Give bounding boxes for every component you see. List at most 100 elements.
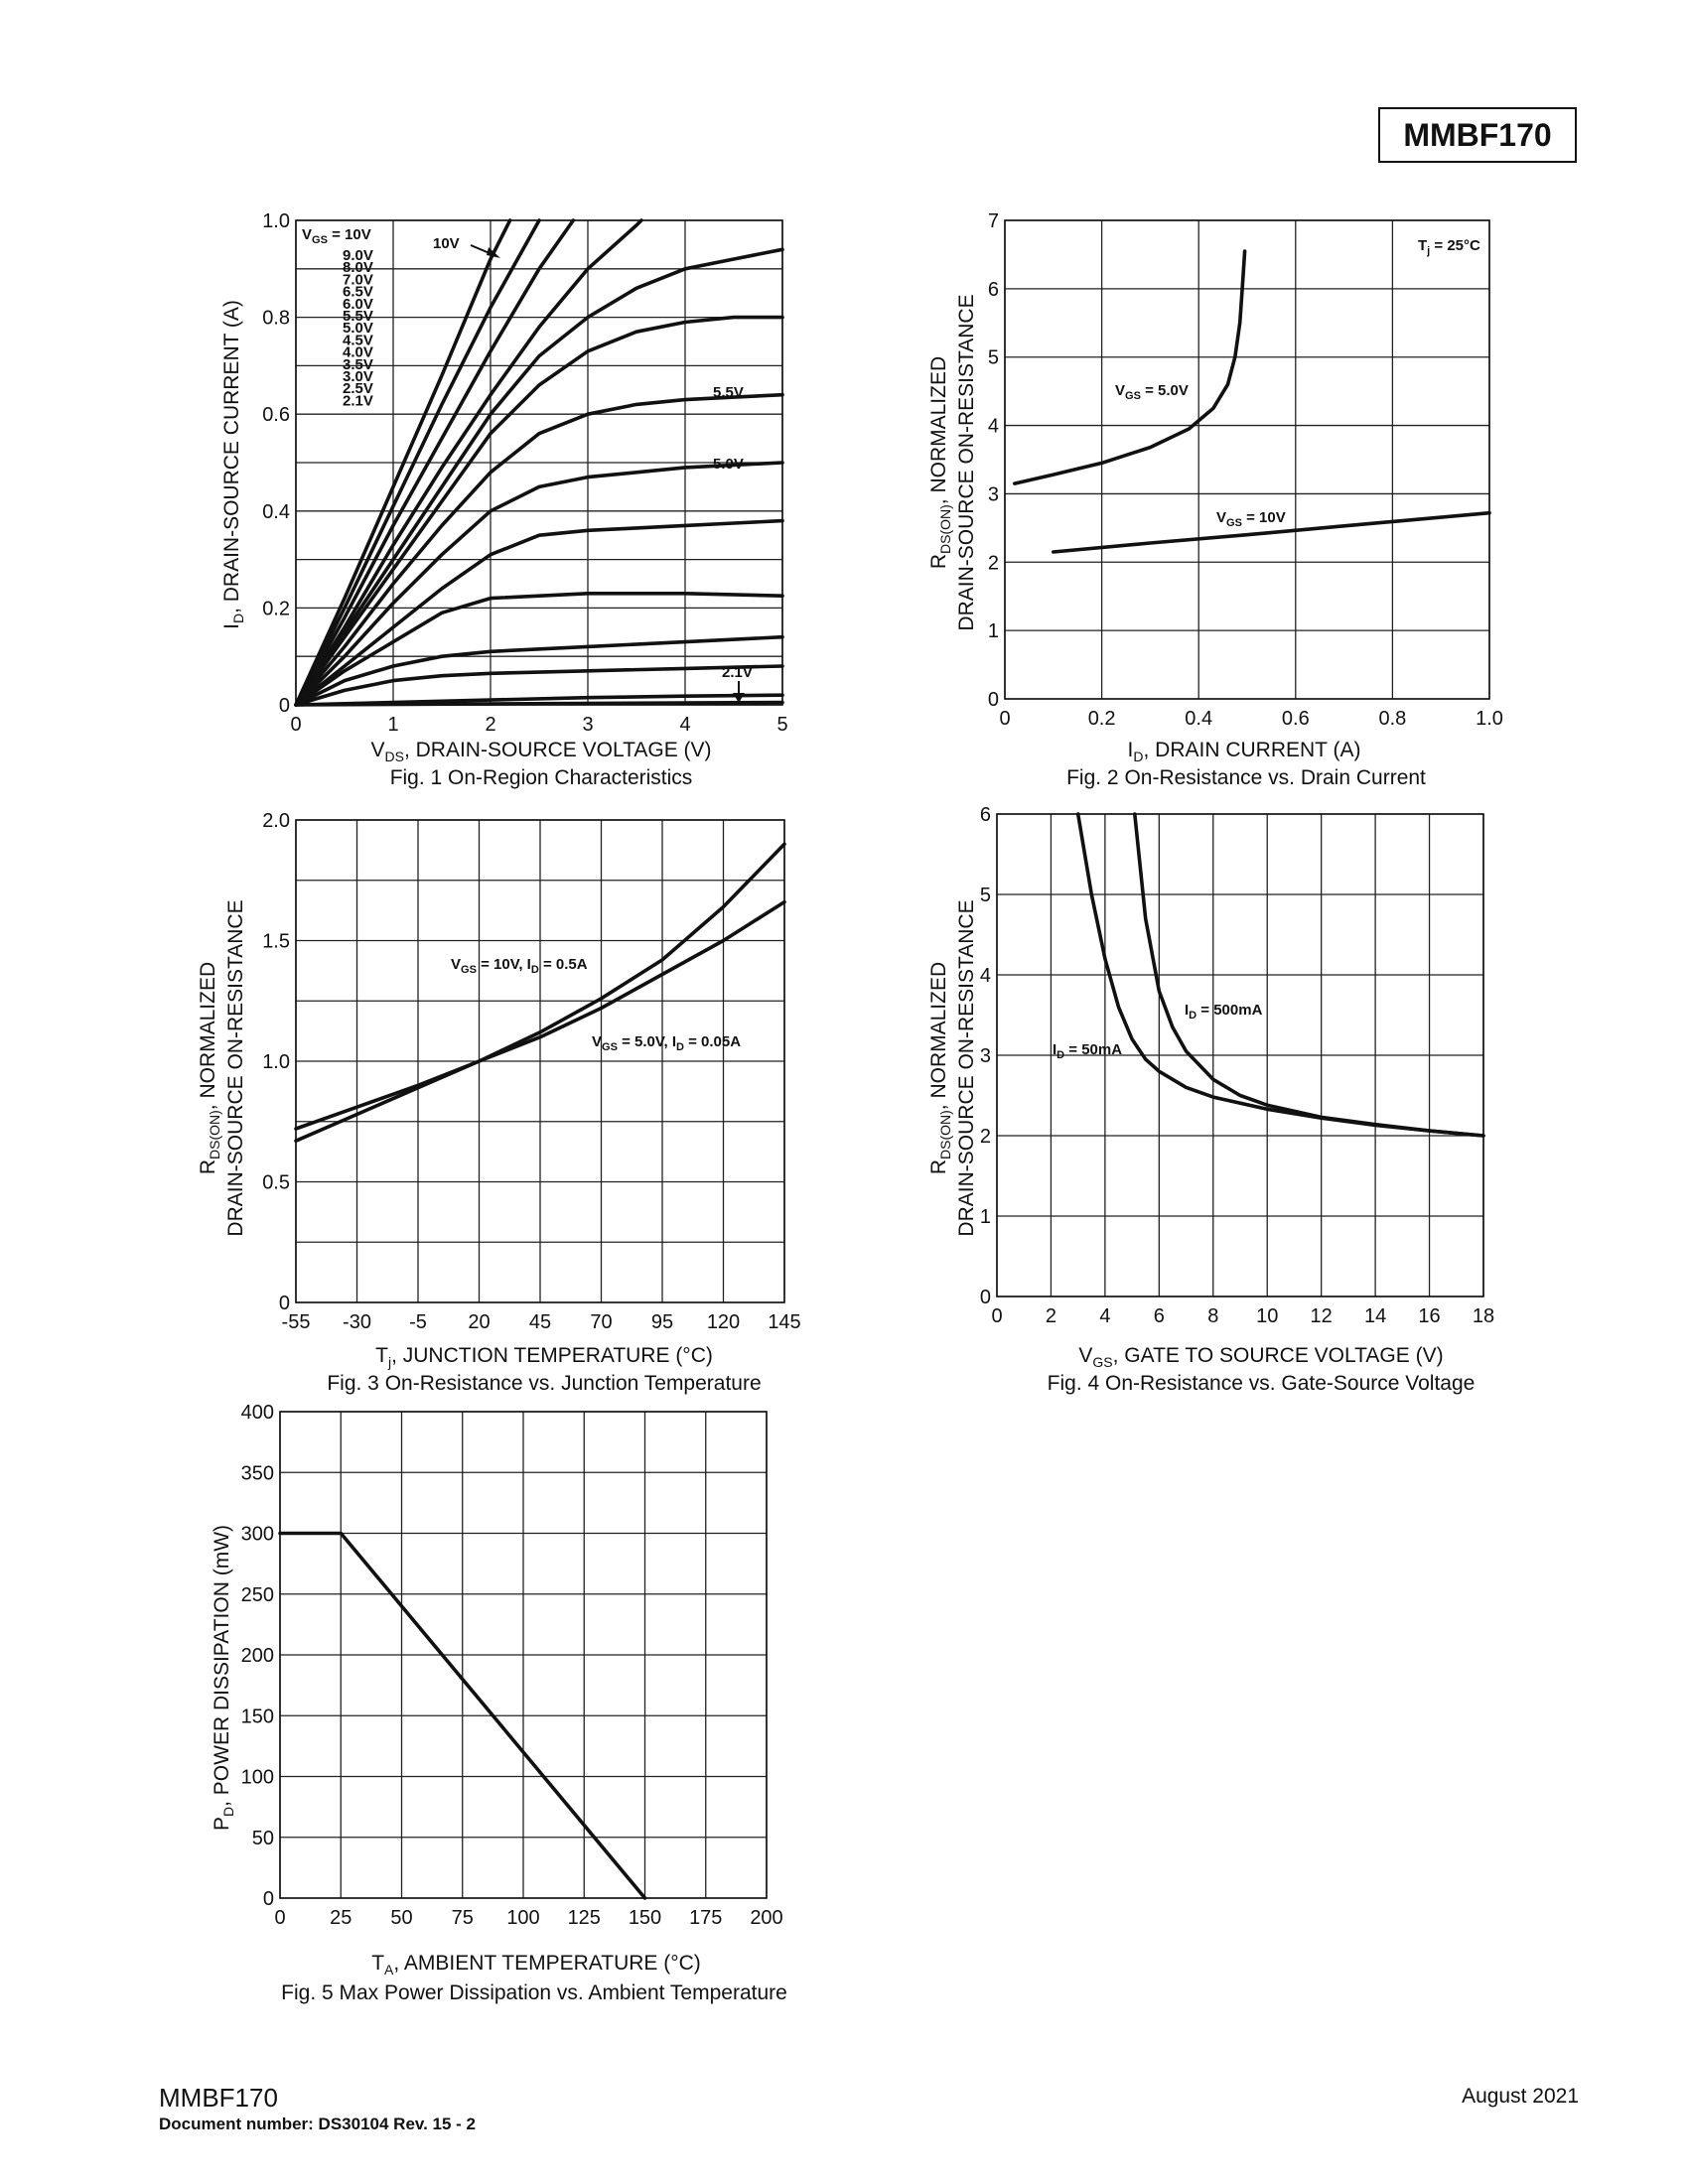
fig1-series-2-1v: [294, 700, 784, 707]
fig2-xtick: 0: [999, 708, 1010, 730]
fig1-ytick: 0.6: [262, 404, 290, 426]
fig2-series-vgs-5-0v: [1013, 249, 1247, 485]
fig1-vgs-list-item: 6.0V: [343, 296, 373, 313]
fig4-ylabel-line1: RDS(ON), NORMALIZED: [927, 962, 953, 1174]
fig2-plot-frame: [1004, 219, 1490, 700]
footer-date: August 2021: [1462, 2085, 1579, 2108]
footer-part-number: MMBF170: [159, 2083, 278, 2113]
fig1-vgs-list-item: 2.5V: [343, 380, 373, 397]
fig3-xtick: 145: [768, 1311, 800, 1333]
fig1-callout-21v: 2.1V: [722, 664, 753, 681]
fig1-series-4-0v: [294, 592, 784, 707]
fig2-xtick: 0.4: [1185, 708, 1212, 730]
fig5-ytick: 50: [252, 1828, 274, 1849]
fig3-ytick: 2.0: [262, 810, 290, 832]
fig1-vgs-list-item: 6.5V: [343, 284, 373, 301]
fig1-series-8-0v: [294, 218, 576, 707]
fig3-ytick: 1.5: [262, 931, 290, 953]
fig2-xtick: 0.8: [1378, 708, 1406, 730]
fig4-ylabel-line2: DRAIN-SOURCE ON-RESISTANCE: [955, 899, 978, 1236]
fig2-ytick: 0: [988, 689, 999, 711]
fig3-ylabel-line2: DRAIN-SOURCE ON-RESISTANCE: [224, 899, 247, 1236]
fig5-xtick: 125: [568, 1907, 601, 1929]
fig4-ytick: 3: [980, 1045, 991, 1067]
fig5-ylabel: PD, POWER DISSIPATION (mW): [211, 1525, 236, 1831]
fig4-xtick: 18: [1473, 1305, 1494, 1327]
fig3-xtick: -55: [282, 1311, 311, 1333]
fig2-ytick: 7: [988, 210, 999, 232]
fig4-ytick: 0: [980, 1287, 991, 1308]
fig1-series-3-5v: [294, 634, 784, 707]
fig4-ytick: 5: [980, 885, 991, 906]
fig5-ytick: 400: [241, 1402, 274, 1424]
footer-document-number: Document number: DS30104 Rev. 15 - 2: [159, 2115, 477, 2133]
fig3-xtick: 45: [529, 1311, 551, 1333]
fig3-ytick: 1.0: [262, 1051, 290, 1073]
fig1-xlabel: VDS, DRAIN-SOURCE VOLTAGE (V): [370, 739, 711, 764]
fig4-label-50ma: ID = 50mA: [1053, 1041, 1122, 1061]
fig1-xtick: 1: [387, 714, 398, 736]
fig5-xtick: 175: [689, 1907, 722, 1929]
part-number-box: MMBF170: [1378, 107, 1577, 163]
fig3-label-b: VGS = 5.0V, ID = 0.05A: [592, 1033, 741, 1053]
fig4-xtick: 14: [1364, 1305, 1386, 1327]
fig5-xtick: 100: [506, 1907, 539, 1929]
fig3-caption: Fig. 3 On-Resistance vs. Junction Temper…: [327, 1372, 761, 1395]
fig3-xtick: 95: [651, 1311, 673, 1333]
fig4-label-500ma: ID = 500mA: [1185, 1002, 1263, 1022]
fig5-xtick: 0: [274, 1907, 285, 1929]
fig4-xlabel: VGS, GATE TO SOURCE VOLTAGE (V): [1078, 1344, 1443, 1370]
fig1-vgs-label: VGS = 10V: [302, 226, 371, 246]
fig5-ytick: 100: [241, 1767, 274, 1789]
fig5-xtick: 25: [330, 1907, 352, 1929]
fig4-plot-frame: [996, 813, 1484, 1297]
fig3-ytick: 0: [279, 1293, 290, 1314]
fig1-xtick: 5: [776, 714, 787, 736]
fig3-xtick: -30: [343, 1311, 371, 1333]
fig5-ytick: 350: [241, 1462, 274, 1484]
fig1-callout-10v: 10V: [433, 235, 460, 252]
fig1-series-9-0v: [294, 218, 541, 707]
fig1-series-3-0v: [294, 664, 784, 707]
fig2-ytick: 2: [988, 552, 999, 574]
fig1-vgs-list-item: 5.0V: [343, 320, 373, 337]
fig4-xtick: 12: [1311, 1305, 1333, 1327]
fig1-arrowhead-21v: [733, 693, 745, 703]
fig1-caption: Fig. 1 On-Region Characteristics: [390, 766, 693, 789]
fig3-xtick: 120: [707, 1311, 740, 1333]
fig1-series-6-5v: [294, 247, 784, 707]
fig1-vgs-list: 9.0V8.0V7.0V6.5V6.0V5.5V5.0V4.5V4.0V3.5V…: [343, 247, 373, 409]
fig1-xtick: 2: [485, 714, 495, 736]
fig1-callout-50v: 5.0V: [713, 456, 744, 473]
fig2-ytick: 6: [988, 279, 999, 301]
fig2-series-vgs-10v: [1052, 510, 1491, 554]
fig1-vgs-list-item: 3.0V: [343, 368, 373, 385]
fig2-xtick: 1.0: [1476, 708, 1503, 730]
fig1-vgs-list-item: 4.0V: [343, 344, 373, 361]
fig3-xlabel: Tj, JUNCTION TEMPERATURE (°C): [375, 1344, 713, 1370]
fig2-ytick: 3: [988, 483, 999, 505]
fig4-ytick: 2: [980, 1126, 991, 1148]
fig1-vgs-list-item: 5.5V: [343, 308, 373, 325]
fig1-series-4-5v: [294, 518, 784, 707]
fig2-xtick: 0.6: [1282, 708, 1310, 730]
fig4-xtick: 6: [1154, 1305, 1165, 1327]
fig4-ytick: 4: [980, 965, 991, 987]
fig5-ytick: 300: [241, 1524, 274, 1546]
fig1-vgs-list-item: 3.5V: [343, 356, 373, 373]
fig1-series-6-0v: [294, 315, 784, 707]
fig5-xtick: 75: [452, 1907, 474, 1929]
fig4-xtick: 2: [1046, 1305, 1056, 1327]
fig1-arrowhead-10v: [487, 247, 500, 258]
fig4-xtick: 4: [1099, 1305, 1110, 1327]
fig2-xtick: 0.2: [1088, 708, 1116, 730]
fig5-caption: Fig. 5 Max Power Dissipation vs. Ambient…: [281, 1981, 787, 2004]
fig1-xtick: 3: [582, 714, 593, 736]
fig4-ytick: 6: [980, 804, 991, 826]
fig1-vgs-list-item: 2.1V: [343, 392, 373, 409]
fig3-xtick: 70: [590, 1311, 612, 1333]
fig3-xtick: 20: [468, 1311, 490, 1333]
